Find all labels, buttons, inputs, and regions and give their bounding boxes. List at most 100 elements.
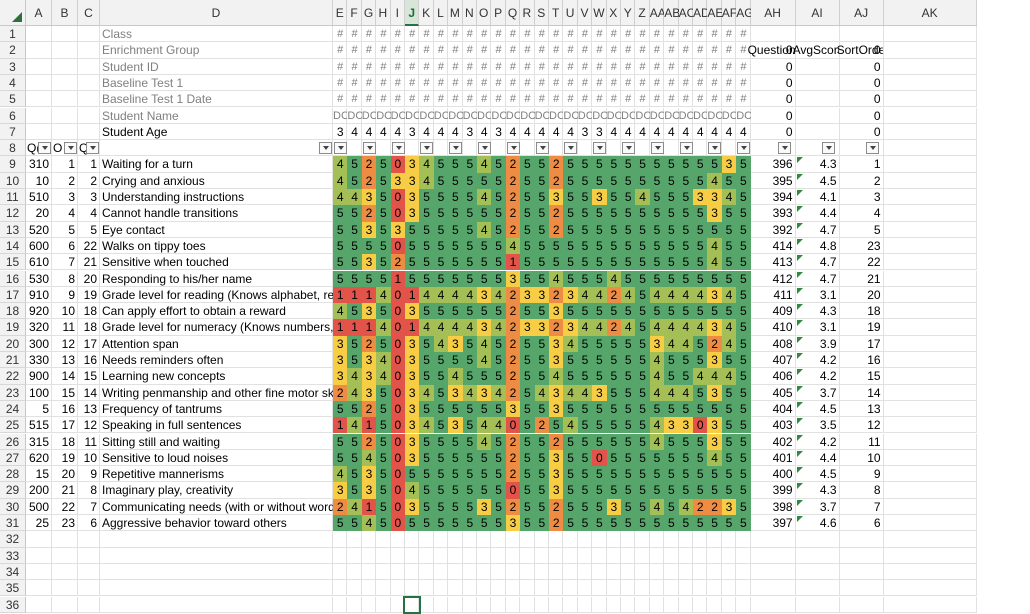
score-cell[interactable]: 5 bbox=[462, 352, 477, 369]
grid-cell[interactable] bbox=[100, 563, 333, 581]
score-cell[interactable]: 3 bbox=[448, 417, 463, 434]
row-header-27[interactable]: 27 bbox=[0, 449, 26, 467]
grid-cell[interactable] bbox=[100, 270, 333, 287]
score-cell[interactable]: 5 bbox=[347, 221, 362, 238]
score-cell[interactable]: 4 bbox=[433, 286, 449, 304]
score-cell[interactable]: 5 bbox=[534, 433, 549, 450]
grid-cell[interactable] bbox=[347, 58, 362, 75]
grid-cell[interactable] bbox=[693, 596, 708, 613]
score-cell[interactable]: 5 bbox=[520, 205, 535, 222]
score-cell[interactable]: 5 bbox=[433, 172, 449, 189]
grid-cell[interactable] bbox=[795, 26, 840, 43]
score-cell[interactable]: 5 bbox=[736, 205, 751, 222]
column-header-ah[interactable]: AH bbox=[750, 0, 796, 26]
score-cell[interactable]: 5 bbox=[678, 254, 693, 271]
grid-cell[interactable] bbox=[621, 531, 636, 548]
score-cell[interactable]: 4 bbox=[347, 498, 362, 515]
score-cell[interactable]: 2 bbox=[505, 221, 521, 238]
score-cell[interactable]: 5 bbox=[736, 515, 751, 532]
score-cell[interactable]: 2 bbox=[505, 449, 521, 467]
score-cell[interactable]: 5 bbox=[376, 172, 391, 189]
grid-cell[interactable] bbox=[100, 189, 333, 206]
score-cell[interactable]: 2 bbox=[549, 515, 564, 532]
score-cell[interactable]: 5 bbox=[563, 498, 578, 515]
grid-cell[interactable] bbox=[795, 482, 840, 499]
grid-cell[interactable] bbox=[795, 498, 840, 515]
grid-cell[interactable] bbox=[795, 74, 840, 92]
grid-cell[interactable] bbox=[52, 596, 78, 613]
column-header-l[interactable]: L bbox=[433, 0, 449, 26]
score-cell[interactable]: 3 bbox=[361, 384, 377, 401]
row-header-24[interactable]: 24 bbox=[0, 400, 26, 418]
row-header-14[interactable]: 14 bbox=[0, 237, 26, 255]
score-cell[interactable]: 5 bbox=[664, 498, 679, 515]
grid-cell[interactable] bbox=[693, 26, 708, 43]
score-cell[interactable]: 4 bbox=[477, 189, 492, 206]
score-cell[interactable]: 4 bbox=[448, 319, 463, 336]
grid-cell[interactable] bbox=[78, 352, 100, 369]
grid-cell[interactable] bbox=[78, 482, 100, 499]
score-cell[interactable]: 3 bbox=[707, 205, 722, 222]
score-cell[interactable]: 5 bbox=[477, 466, 492, 483]
score-cell[interactable]: 5 bbox=[606, 368, 621, 385]
grid-cell[interactable] bbox=[78, 466, 100, 483]
grid-cell[interactable] bbox=[721, 123, 737, 141]
grid-cell[interactable] bbox=[361, 91, 377, 108]
score-cell[interactable]: 2 bbox=[505, 189, 521, 206]
grid-cell[interactable] bbox=[419, 107, 434, 124]
grid-cell[interactable] bbox=[419, 26, 434, 43]
column-header-w[interactable]: W bbox=[592, 0, 607, 26]
score-cell[interactable]: 3 bbox=[707, 319, 722, 336]
score-cell[interactable]: 5 bbox=[448, 254, 463, 271]
column-header-v[interactable]: V bbox=[577, 0, 593, 26]
score-cell[interactable]: 5 bbox=[376, 270, 391, 287]
grid-cell[interactable] bbox=[693, 107, 708, 124]
column-header-t[interactable]: T bbox=[549, 0, 564, 26]
grid-cell[interactable] bbox=[649, 74, 665, 92]
score-cell[interactable]: 3 bbox=[549, 384, 564, 401]
grid-cell[interactable] bbox=[433, 26, 449, 43]
grid-cell[interactable] bbox=[839, 74, 884, 92]
row-header-28[interactable]: 28 bbox=[0, 466, 26, 483]
column-header-i[interactable]: I bbox=[390, 0, 405, 26]
score-cell[interactable]: 4 bbox=[678, 384, 693, 401]
score-cell[interactable]: 4 bbox=[693, 368, 708, 385]
score-cell[interactable]: 5 bbox=[577, 482, 593, 499]
score-cell[interactable]: 5 bbox=[520, 303, 535, 320]
grid-cell[interactable] bbox=[361, 42, 377, 59]
score-cell[interactable]: 5 bbox=[577, 433, 593, 450]
grid-cell[interactable] bbox=[621, 42, 636, 59]
grid-cell[interactable] bbox=[462, 123, 477, 141]
grid-cell[interactable] bbox=[100, 515, 333, 532]
score-cell[interactable]: 5 bbox=[534, 270, 549, 287]
grid-cell[interactable] bbox=[693, 42, 708, 59]
grid-cell[interactable] bbox=[839, 107, 884, 124]
grid-cell[interactable] bbox=[448, 531, 463, 548]
grid-cell[interactable] bbox=[883, 303, 977, 320]
grid-cell[interactable] bbox=[883, 335, 977, 352]
score-cell[interactable]: 3 bbox=[361, 189, 377, 206]
grid-cell[interactable] bbox=[883, 123, 977, 141]
score-cell[interactable]: 5 bbox=[736, 286, 751, 304]
score-cell[interactable]: 5 bbox=[592, 433, 607, 450]
grid-cell[interactable] bbox=[433, 107, 449, 124]
grid-cell[interactable] bbox=[592, 58, 607, 75]
grid-cell[interactable] bbox=[549, 531, 564, 548]
grid-cell[interactable] bbox=[78, 270, 100, 287]
grid-cell[interactable] bbox=[635, 563, 650, 581]
score-cell[interactable]: 5 bbox=[577, 498, 593, 515]
score-cell[interactable]: 4 bbox=[477, 433, 492, 450]
score-cell[interactable]: 3 bbox=[721, 156, 737, 173]
grid-cell[interactable] bbox=[405, 547, 420, 564]
score-cell[interactable]: 5 bbox=[635, 515, 650, 532]
grid-cell[interactable] bbox=[52, 368, 78, 385]
score-cell[interactable]: 5 bbox=[462, 449, 477, 467]
score-cell[interactable]: 5 bbox=[462, 515, 477, 532]
score-cell[interactable]: 5 bbox=[736, 172, 751, 189]
grid-cell[interactable] bbox=[433, 91, 449, 108]
column-header-b[interactable]: B bbox=[52, 0, 78, 26]
score-cell[interactable]: 5 bbox=[707, 221, 722, 238]
score-cell[interactable]: 5 bbox=[491, 270, 506, 287]
grid-cell[interactable] bbox=[563, 26, 578, 43]
score-cell[interactable]: 5 bbox=[419, 254, 434, 271]
